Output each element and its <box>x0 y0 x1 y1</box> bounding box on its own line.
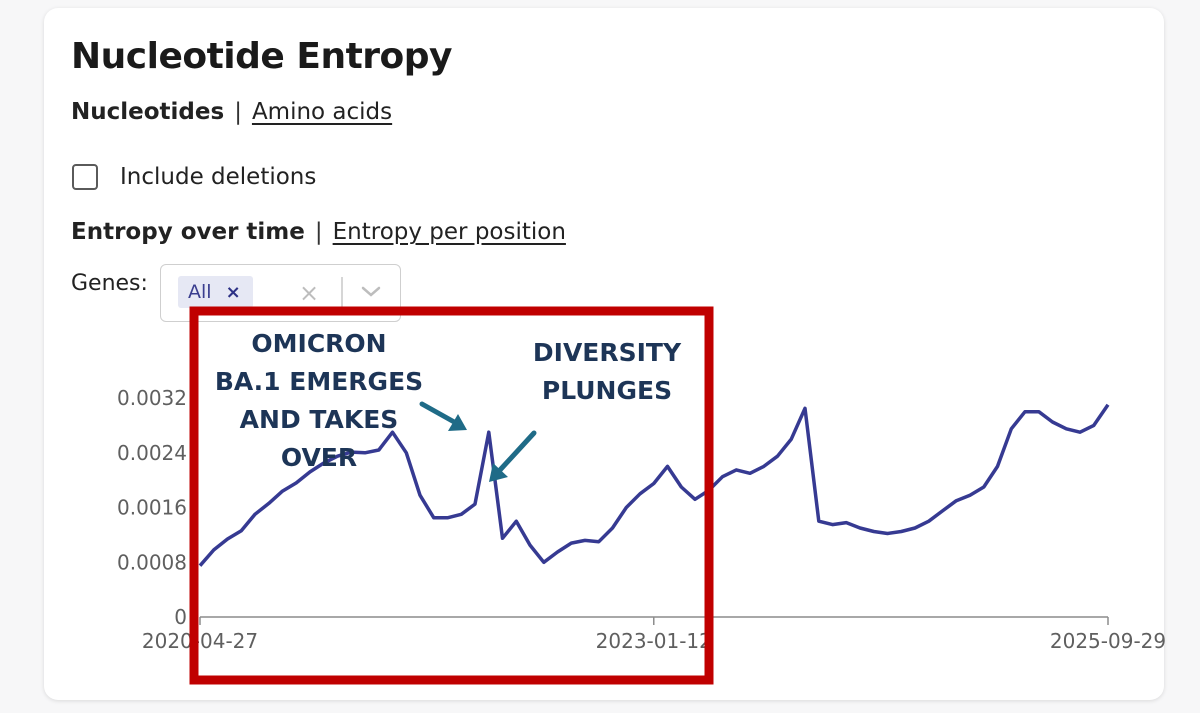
clear-icon[interactable]: × <box>299 279 320 307</box>
include-deletions-label: Include deletions <box>120 164 317 190</box>
gene-chip: All × <box>178 276 253 308</box>
checkbox-icon[interactable] <box>72 164 98 190</box>
annotation-line: PLUNGES <box>542 376 672 405</box>
nucleotides-option: Nucleotides <box>71 99 225 125</box>
include-deletions-row[interactable]: Include deletions <box>72 164 316 190</box>
annotation-line: OVER <box>281 443 357 472</box>
toggle-separator: | <box>234 99 242 125</box>
highlight-box <box>189 306 714 685</box>
x-axis: 2020-04-27 2023-01-12 2025-09-29 <box>142 616 1166 653</box>
sequence-type-toggle: Nucleotides | Amino acids <box>71 99 392 125</box>
annotation-line: BA.1 EMERGES <box>215 367 423 396</box>
entropy-series-line <box>198 403 1110 567</box>
arrow-to-drop <box>497 430 537 473</box>
y-tick-label: 0.0032 <box>117 386 187 410</box>
annotation-line: OMICRON <box>251 329 386 358</box>
arrow-to-drop-head <box>489 463 508 482</box>
y-tick-label: 0.0016 <box>117 496 187 520</box>
page-title: Nucleotide Entropy <box>71 36 453 77</box>
gene-chip-label: All <box>188 281 212 303</box>
toggle-separator: | <box>314 219 323 245</box>
entropy-card <box>44 8 1164 700</box>
x-tick-label: 2020-04-27 <box>142 629 258 653</box>
annotation-line: AND TAKES <box>240 405 399 434</box>
amino-acids-link[interactable]: Amino acids <box>251 99 393 125</box>
y-tick-label: 0.0024 <box>117 441 187 465</box>
entropy-over-time-option: Entropy over time <box>71 219 305 245</box>
genes-label: Genes: <box>71 271 148 296</box>
y-tick-label: 0 <box>174 605 187 629</box>
y-tick-label: 0.0008 <box>117 550 187 574</box>
close-icon[interactable]: × <box>225 281 241 303</box>
y-axis: 0 0.0008 0.0016 0.0024 0.0032 <box>117 386 187 629</box>
x-tick-label: 2023-01-12 <box>596 629 712 653</box>
omicron-annotation: OMICRON BA.1 EMERGES AND TAKES OVER <box>215 329 423 472</box>
arrow-to-peak-head <box>448 414 467 431</box>
diversity-annotation: DIVERSITY PLUNGES <box>533 338 682 405</box>
view-toggle: Entropy over time | Entropy per position <box>71 219 566 245</box>
select-divider <box>341 277 343 309</box>
x-tick-label: 2025-09-29 <box>1050 629 1166 653</box>
arrow-to-peak <box>419 401 459 426</box>
annotation-line: DIVERSITY <box>533 338 682 367</box>
entropy-per-position-link[interactable]: Entropy per position <box>332 219 566 245</box>
chevron-down-icon[interactable] <box>359 279 383 307</box>
